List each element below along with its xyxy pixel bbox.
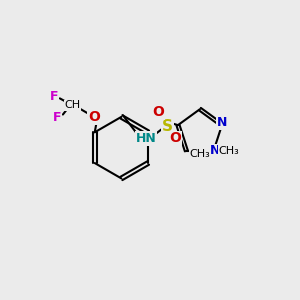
Text: O: O <box>152 105 164 119</box>
Text: N: N <box>217 116 227 129</box>
Text: F: F <box>52 111 61 124</box>
Text: O: O <box>88 110 100 124</box>
Text: CH₃: CH₃ <box>190 149 211 159</box>
Text: CH: CH <box>64 100 80 110</box>
Text: HN: HN <box>136 132 156 145</box>
Text: CH₃: CH₃ <box>219 146 239 156</box>
Text: O: O <box>169 131 181 146</box>
Text: S: S <box>162 118 173 134</box>
Text: F: F <box>50 90 58 103</box>
Text: N: N <box>210 144 220 158</box>
